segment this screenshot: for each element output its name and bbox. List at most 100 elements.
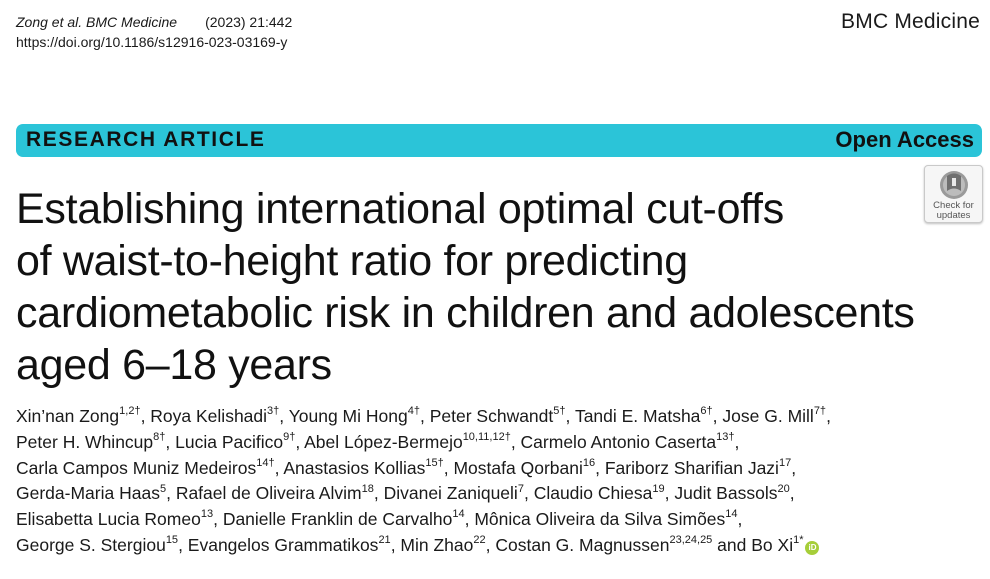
author-separator: , xyxy=(826,406,831,426)
author-name: Fariborz Sharifian Jazi xyxy=(604,457,779,478)
check-for-updates-icon xyxy=(939,171,968,199)
article-type: RESEARCH ARTICLE xyxy=(26,128,266,151)
author-separator: , xyxy=(279,406,289,426)
author-separator: , xyxy=(390,534,401,555)
author-name: Tandi E. Matsha xyxy=(574,406,701,426)
author-affiliation: 16 xyxy=(582,456,596,469)
author-affiliation: 10,11,12† xyxy=(462,430,511,443)
author-separator: , xyxy=(419,406,430,426)
author-name: Anastasios Kollias xyxy=(283,457,426,478)
author-name: Divanei Zaniqueli xyxy=(383,483,518,504)
author-name: Bo Xi xyxy=(751,534,794,555)
author-line: Gerda-Maria Haas5, Rafael de Oliveira Al… xyxy=(16,481,986,507)
author-name: Mostafa Qorbani xyxy=(453,457,583,478)
author-name: Claudio Chiesa xyxy=(533,483,653,504)
orcid-icon[interactable]: iD xyxy=(805,540,820,555)
author-separator: , xyxy=(213,509,223,530)
author-separator: , xyxy=(789,483,795,504)
author-name: Evangelos Grammatikos xyxy=(187,534,379,555)
author-affiliation: 21 xyxy=(378,534,391,547)
title-line: aged 6–18 years xyxy=(16,341,332,389)
author-line: Peter H. Whincup8†, Lucia Pacifico9†, Ab… xyxy=(16,430,986,456)
author-affiliation: 14 xyxy=(725,508,738,521)
author-name: Costan G. Magnussen xyxy=(495,534,670,555)
author-affiliation: 17 xyxy=(778,456,792,469)
author-affiliation: 4† xyxy=(407,405,420,418)
author-affiliation: 20 xyxy=(777,482,790,495)
author-affiliation: 1,2† xyxy=(119,405,141,418)
author-separator: , xyxy=(791,457,797,478)
author-affiliation: 5 xyxy=(159,482,167,495)
author-separator: , xyxy=(274,457,284,478)
author-separator: , xyxy=(485,534,496,555)
author-line: Carla Campos Muniz Medeiros14†, Anastasi… xyxy=(16,456,986,482)
author-name: Carla Campos Muniz Medeiros xyxy=(16,457,257,478)
author-separator: , xyxy=(510,431,521,452)
check-for-updates-button[interactable]: Check for updates xyxy=(924,165,983,223)
author-separator: , xyxy=(373,483,384,504)
article-banner: RESEARCH ARTICLE Open Access xyxy=(16,124,982,157)
author-name: Roya Kelishadi xyxy=(150,406,268,426)
author-affiliation: 7 xyxy=(517,482,524,495)
author-name: Min Zhao xyxy=(400,534,474,555)
citation-block: Zong et al. BMC Medicine (2023) 21:442 ht… xyxy=(16,12,292,52)
author-name: Judit Bassols xyxy=(674,483,778,504)
author-separator: , xyxy=(464,509,475,530)
author-affiliation: 5† xyxy=(553,405,566,418)
author-name: Xin’nan Zong xyxy=(16,406,120,426)
author-name: Abel López-Bermejo xyxy=(304,431,463,452)
title-line: cardiometabolic risk in children and ado… xyxy=(16,289,915,337)
author-name: Lucia Pacifico xyxy=(175,431,284,452)
author-affiliation: 19 xyxy=(652,482,665,495)
check-updates-label-1: Check for xyxy=(933,200,974,211)
doi-link[interactable]: https://doi.org/10.1186/s12916-023-03169… xyxy=(16,34,288,50)
author-separator: , xyxy=(737,509,743,530)
author-affiliation: 13 xyxy=(200,508,214,521)
author-name: Danielle Franklin de Carvalho xyxy=(222,509,453,530)
author-name: Young Mi Hong xyxy=(288,406,408,426)
citation-authors: Zong et al. BMC Medicine xyxy=(16,14,178,30)
author-separator: , xyxy=(295,431,305,452)
author-affiliation: 13† xyxy=(716,430,735,443)
author-separator: , xyxy=(712,406,723,426)
open-access-label: Open Access xyxy=(835,127,974,152)
author-list: Xin’nan Zong1,2†, Roya Kelishadi3†, Youn… xyxy=(16,404,986,559)
author-name: Gerda-Maria Haas xyxy=(16,483,160,504)
author-affiliation: 6† xyxy=(700,405,713,418)
author-affiliation: 14 xyxy=(452,508,465,521)
author-line: Xin’nan Zong1,2†, Roya Kelishadi3†, Youn… xyxy=(16,404,986,430)
author-affiliation: 9† xyxy=(283,430,296,443)
author-separator: , xyxy=(595,457,605,478)
title-line: Establishing international optimal cut-o… xyxy=(16,185,784,233)
title-line: of waist-to-height ratio for predicting xyxy=(16,237,688,285)
author-separator: , xyxy=(165,431,176,452)
author-affiliation: 7† xyxy=(813,405,827,418)
author-name: Rafael de Oliveira Alvim xyxy=(175,483,362,504)
author-name: Peter Schwandt xyxy=(429,406,554,426)
check-updates-label-2: updates xyxy=(936,210,971,221)
author-affiliation: 18 xyxy=(361,482,374,495)
author-name: Carmelo Antonio Caserta xyxy=(520,431,717,452)
author-affiliation: 15† xyxy=(425,456,444,469)
author-separator: , xyxy=(443,457,454,478)
author-affiliation: 1* xyxy=(793,534,804,547)
author-affiliation: 15 xyxy=(165,534,179,547)
author-separator: , xyxy=(523,483,534,504)
author-affiliation: 14† xyxy=(256,456,275,469)
author-separator: , xyxy=(565,406,575,426)
author-line: Elisabetta Lucia Romeo13, Danielle Frank… xyxy=(16,507,986,533)
author-separator: , xyxy=(734,431,740,452)
author-name: Peter H. Whincup xyxy=(16,431,154,452)
author-affiliation: 3† xyxy=(267,405,280,418)
author-line: George S. Stergiou15, Evangelos Grammati… xyxy=(16,533,986,559)
author-separator: , xyxy=(166,483,176,504)
journal-name: BMC Medicine xyxy=(841,10,980,33)
article-title: Establishing international optimal cut-o… xyxy=(16,183,990,391)
author-affiliation: 23,24,25 xyxy=(669,534,713,547)
author-name: Jose G. Mill xyxy=(722,406,814,426)
author-name: George S. Stergiou xyxy=(16,534,166,555)
author-name: Mônica Oliveira da Silva Simões xyxy=(474,509,726,530)
author-separator: and xyxy=(712,534,752,555)
author-separator: , xyxy=(140,406,151,426)
author-affiliation: 22 xyxy=(473,534,486,547)
